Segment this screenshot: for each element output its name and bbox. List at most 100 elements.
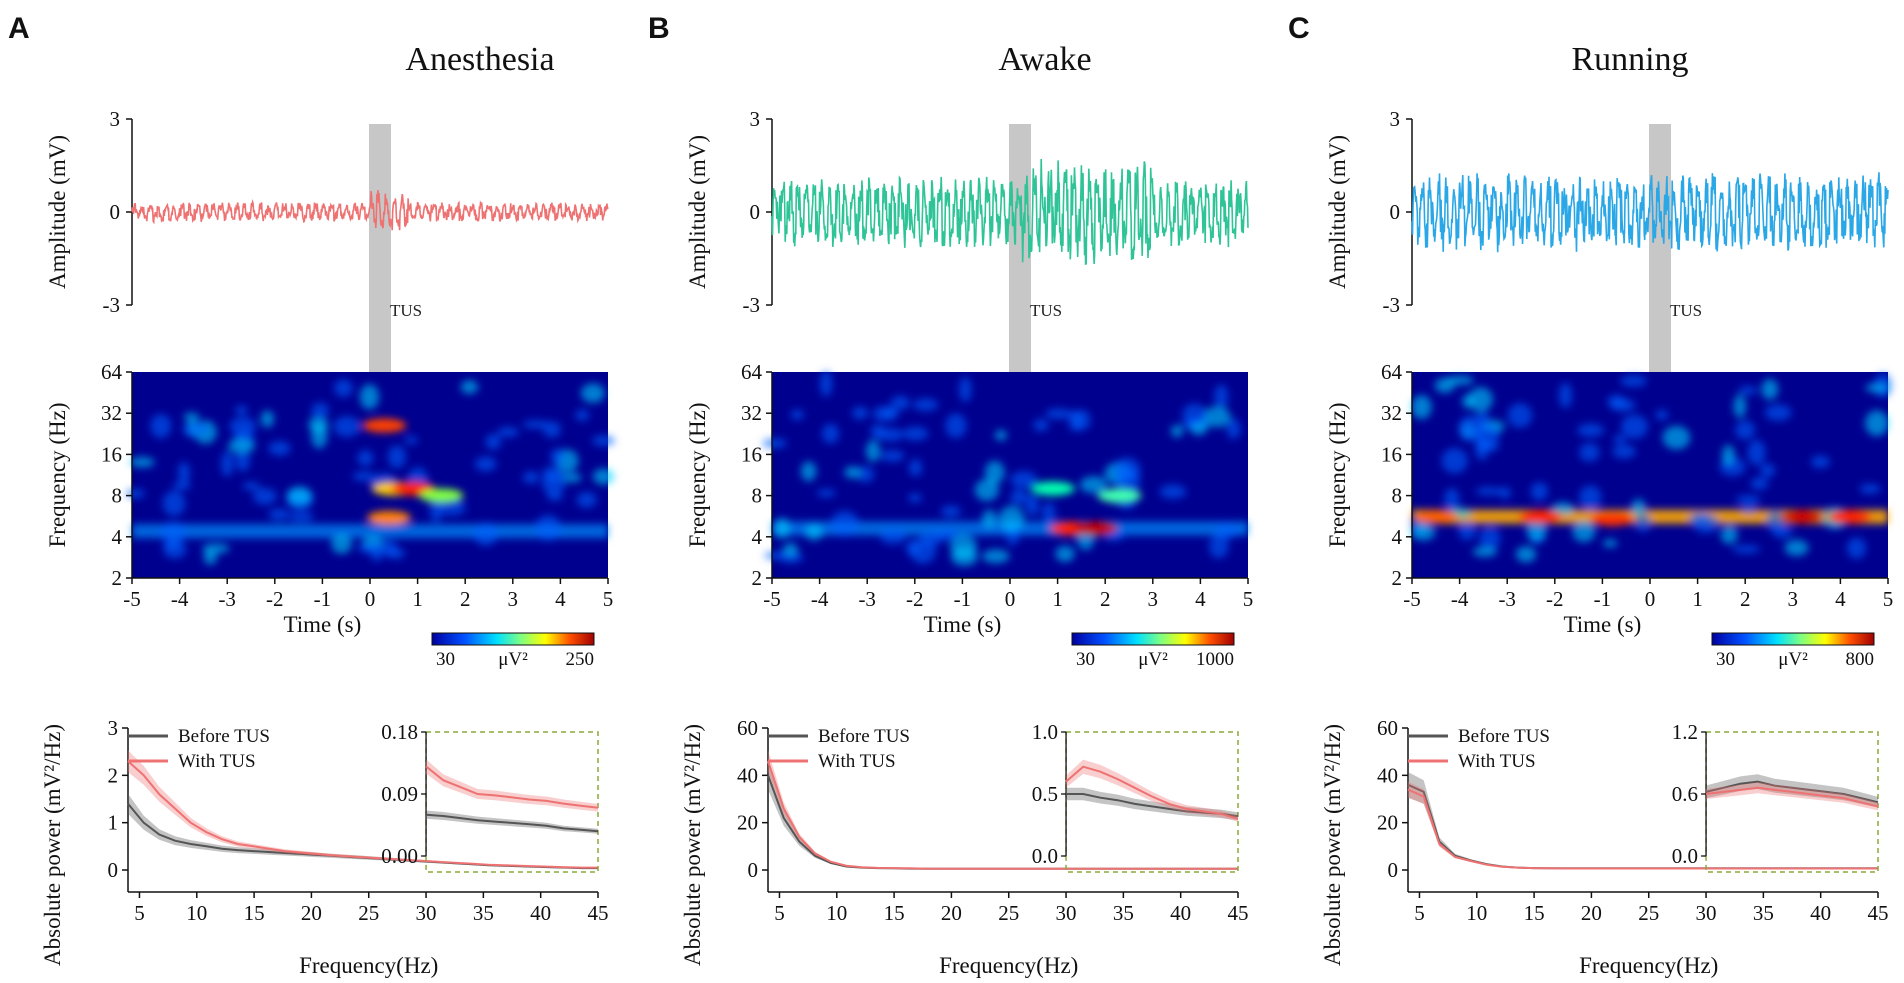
spectral-blob [1613,434,1626,444]
spectral-blob [782,542,798,557]
spectral-hotspot [1589,511,1634,526]
spectral-blob [1079,476,1108,494]
freq-ylabel: Frequency (Hz) [1325,403,1350,548]
spectral-blob [857,466,875,483]
colorbar-unit: μV² [498,649,528,670]
panel-title: Anesthesia [405,41,554,78]
time-tick-label: -3 [858,587,876,611]
spectral-blob [429,498,443,522]
time-tick-label: 1 [1692,587,1703,611]
psd-xtick-label: 45 [1868,901,1889,925]
psd-tick-label: 40 [1377,763,1398,787]
amplitude-tick-label: 0 [750,200,761,224]
spectral-blob [1411,395,1432,420]
spectral-blob [1579,443,1600,462]
amplitude-tick-label: 0 [110,200,121,224]
psd-xtick-label: 15 [1524,901,1545,925]
time-tick-label: -2 [1546,587,1564,611]
time-tick-label: 3 [508,587,519,611]
psd-xtick-label: 10 [826,901,847,925]
spectral-blob [1182,403,1207,426]
spectral-blob [1761,378,1779,400]
freq-tick-label: 4 [1392,525,1403,549]
spectrogram-blobs [1410,373,1892,563]
psd-xlabel: Frequency(Hz) [939,953,1078,978]
panel-title: Awake [998,41,1091,78]
inset-tick-label: 1.0 [1032,720,1058,744]
spectral-blob [1530,482,1548,501]
colorbar-unit: μV² [1138,649,1168,670]
freq-tick-label: 32 [101,401,122,425]
freq-ylabel: Frequency (Hz) [685,403,710,548]
spectral-blob [1620,375,1647,387]
spectral-blob [1472,546,1498,557]
spectral-blob [1610,398,1636,412]
freq-tick-label: 8 [112,484,123,508]
time-xlabel: Time (s) [1564,612,1642,637]
spectral-blob [890,395,910,411]
spectral-blob [1558,382,1573,409]
spectral-blob [535,514,561,541]
spectral-blob [1579,485,1602,510]
colorbar [1071,632,1235,646]
colorbar-max: 1000 [1196,649,1234,670]
spectral-blob [1551,502,1575,515]
amplitude-trace [771,158,1249,265]
spectral-blob [1025,494,1040,517]
spectral-hotspot [1097,488,1142,503]
spectral-hotspot [1413,509,1458,524]
psd-xtick-label: 25 [358,901,379,925]
spectral-blob [357,450,374,467]
spectral-blob [880,528,907,545]
psd-xtick-label: 25 [998,901,1019,925]
spectral-blob [1865,383,1889,393]
psd-xtick-label: 30 [416,901,437,925]
spectral-blob [1498,487,1511,499]
spectral-blob [381,539,397,557]
time-tick-label: -5 [123,587,141,611]
time-tick-label: -2 [906,587,924,611]
colorbar-min: 30 [1076,649,1095,670]
spectral-blob [1055,545,1075,563]
amplitude-ylabel: Amplitude (mV) [45,135,70,289]
legend-before: Before TUS [818,726,910,747]
spectral-blob [522,420,550,429]
amplitude-ylabel: Amplitude (mV) [685,135,710,289]
spectral-blob [1033,418,1049,432]
panel-letter: B [648,12,670,45]
spectral-blob [1846,537,1867,559]
spectral-blob [1612,444,1636,459]
spectral-blob [1515,546,1537,563]
spectral-blob [1159,484,1187,499]
time-tick-label: -3 [218,587,236,611]
spectral-blob [183,412,200,422]
spectral-blob [982,549,1010,564]
freq-tick-label: 64 [101,360,123,384]
freq-tick-label: 2 [1392,566,1403,590]
spectral-blob [1468,387,1493,412]
spectral-blob [959,376,972,403]
spectral-blob [1068,410,1082,432]
spectral-blob [940,505,961,518]
psd-before-line [767,774,1238,870]
spectral-blob [546,491,563,501]
spectral-blob [150,413,172,439]
psd-tick-label: 40 [737,763,758,787]
psd-tick-label: 1 [108,811,119,835]
spectral-blob [994,429,1007,441]
spectral-hotspot [1518,509,1563,524]
time-tick-label: 0 [1645,587,1656,611]
psd-xlabel: Frequency(Hz) [299,953,438,978]
inset-with-line [1705,786,1879,808]
spectral-blob [1458,522,1477,540]
spectral-blob [288,511,314,522]
spectral-blob [576,491,597,508]
spectral-blob [352,471,375,482]
spectral-hotspot [367,510,412,525]
spectral-blob [762,438,787,449]
legend-with: With TUS [818,751,896,772]
psd-xtick-label: 25 [1638,901,1659,925]
colorbar-min: 30 [436,649,455,670]
freq-ylabel: Frequency (Hz) [45,403,70,548]
spectral-blob [1865,410,1889,437]
